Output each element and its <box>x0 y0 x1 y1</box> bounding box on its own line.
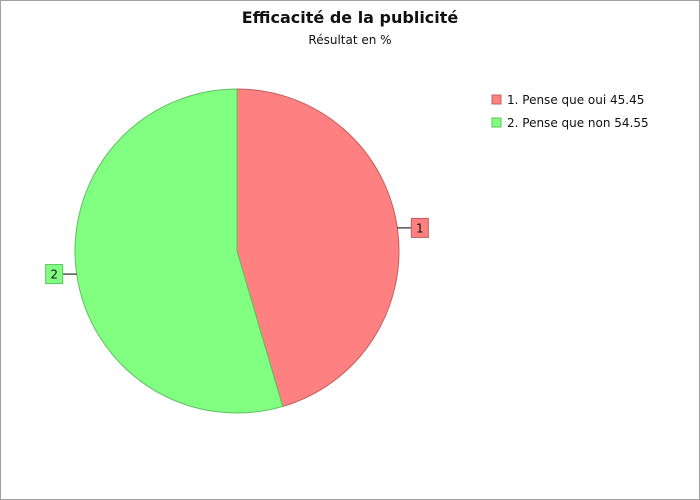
chart-title: Efficacité de la publicité <box>241 8 459 27</box>
pie-slice-2 <box>74 88 284 414</box>
legend-label-2: 2. Pense que non 54.55 <box>507 116 649 130</box>
legend-label-1: 1. Pense que oui 45.45 <box>507 93 644 107</box>
legend-swatch-2 <box>491 117 502 128</box>
chart-subtitle: Résultat en % <box>308 33 392 47</box>
slice-label-2: 2 <box>50 268 58 282</box>
slice-label-box-2 <box>45 264 64 285</box>
legend-swatch-1 <box>491 94 502 105</box>
slice-label-box-1 <box>410 217 429 238</box>
slice-label-1: 1 <box>416 221 424 235</box>
